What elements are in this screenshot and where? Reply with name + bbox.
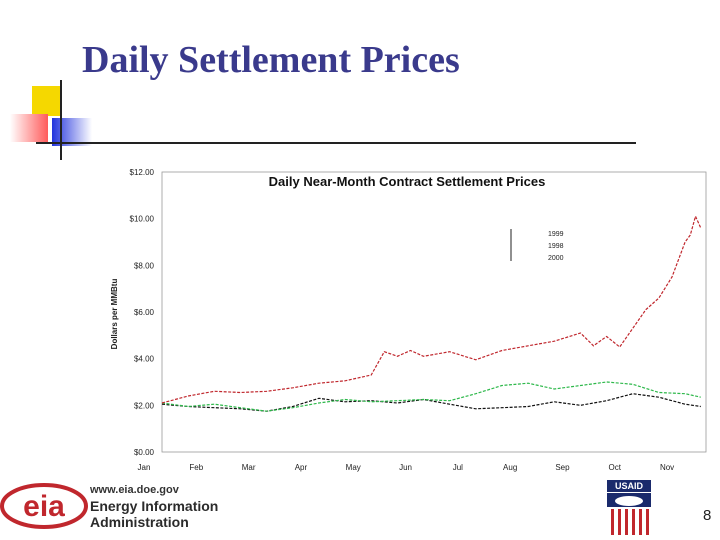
y-tick-label: $2.00 [134,401,155,410]
plot-frame [161,171,707,453]
plot-area [161,171,707,453]
x-tick-label: Feb [189,463,203,472]
series-line-1998 [161,381,701,412]
x-tick-label: May [346,463,361,472]
y-tick-label: $10.00 [130,215,155,224]
x-tick-label: Jun [399,463,412,472]
eia-name-line1: Energy Information [90,498,219,514]
usaid-label: USAID [607,480,651,492]
eia-logo: eia [0,483,88,529]
decor-horizontal-line [36,142,636,144]
chart-title: Daily Near-Month Contract Settlement Pri… [269,174,546,189]
legend: 1999 1998 2000 [510,229,564,262]
decor-yellow-square [32,86,60,116]
x-tick-label: Jul [453,463,463,472]
x-tick-label: Jan [138,463,151,472]
y-tick-label: $12.00 [130,168,155,177]
decor-red-square [10,114,48,142]
eia-logo-text: eia [23,490,65,523]
x-tick-label: Oct [609,463,622,472]
y-tick-label: $4.00 [134,355,155,364]
eia-name-line2: Administration [90,514,189,530]
x-tick-label: Nov [660,463,674,472]
y-tick-label: $8.00 [134,261,155,270]
slide-title: Daily Settlement Prices [82,39,460,81]
x-tick-label: Aug [503,463,517,472]
x-tick-label: Apr [295,463,308,472]
series-line-2000 [161,214,702,404]
x-tick-label: Sep [555,463,570,472]
y-tick-labels: $0.00 $2.00 $4.00 $6.00 $8.00 $10.00 $12.00 [130,168,155,457]
series-lines [161,214,702,412]
legend-entry-1999: 1999 [548,231,564,238]
x-tick-labels: Jan Feb Mar Apr May Jun Jul Aug Sep Oct Nov [138,463,675,472]
y-tick-label: $0.00 [134,448,155,457]
page-number: 8 [703,507,712,524]
decor-vertical-line [60,80,62,160]
y-axis-label: Dollars per MMBtu [110,279,119,350]
legend-entry-2000: 2000 [548,255,564,262]
usaid-handshake-icon [607,493,651,537]
x-tick-label: Mar [242,463,256,472]
eia-url: www.eia.doe.gov [90,484,179,496]
decor-blue-square [52,118,92,146]
legend-entry-1998: 1998 [548,243,564,250]
y-tick-label: $6.00 [134,308,155,317]
